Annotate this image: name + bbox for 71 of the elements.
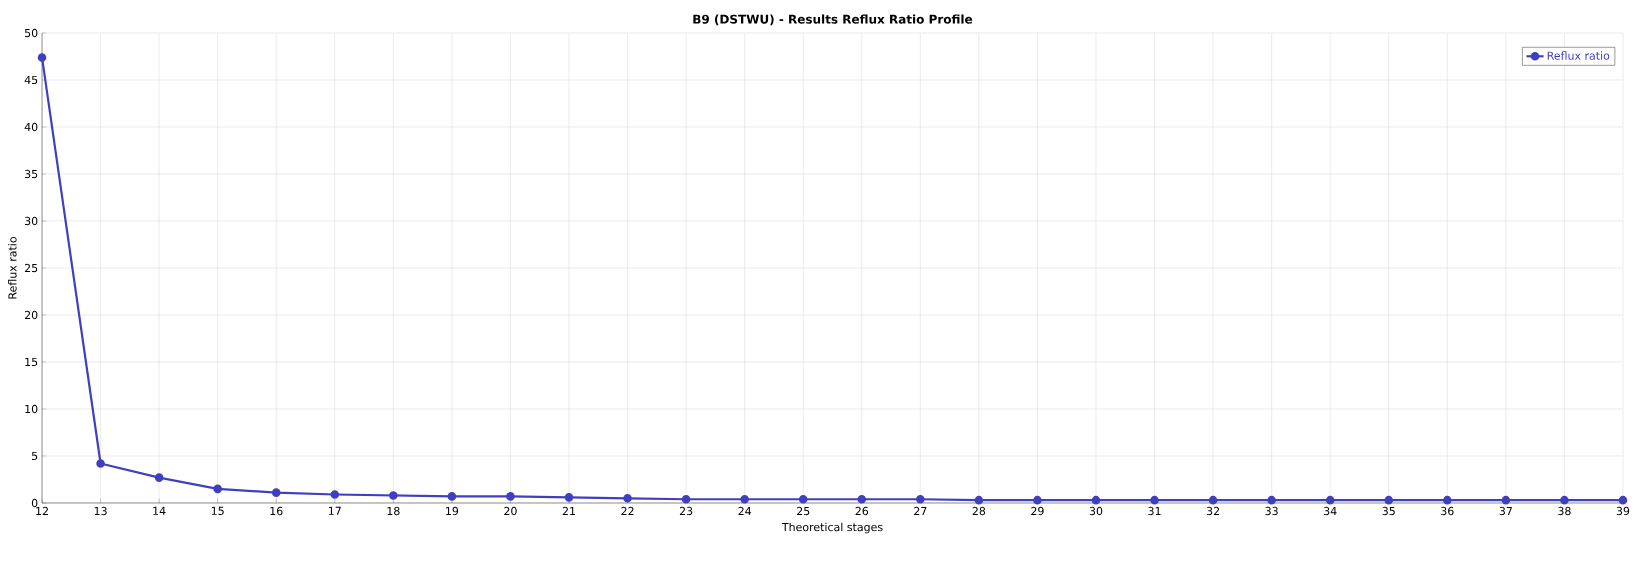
point: [154, 473, 164, 482]
point: [623, 493, 632, 503]
x-tick-label: 18: [387, 506, 400, 516]
x-tick-label: 23: [679, 506, 693, 516]
legend-label: Reflux ratio: [1547, 51, 1610, 60]
point: [1501, 495, 1511, 505]
x-tick-label: 38: [1558, 506, 1571, 516]
point: [1443, 495, 1452, 505]
x-tick-label: 22: [621, 506, 634, 516]
x-tick-label: 21: [562, 506, 575, 516]
y-tick-label: 50: [25, 28, 38, 38]
x-tick-label: 33: [1265, 506, 1278, 516]
y-tick-label: 10: [25, 404, 38, 414]
x-tick-label: 25: [797, 506, 810, 516]
point: [857, 494, 867, 504]
x-tick-label: 19: [446, 506, 459, 516]
y-tick-label: 35: [24, 169, 38, 179]
point: [1560, 495, 1569, 505]
point: [271, 488, 281, 497]
point: [681, 494, 691, 504]
x-tick-label: 20: [504, 506, 517, 516]
point: [1384, 495, 1394, 505]
x-tick-label: 13: [94, 506, 107, 516]
point: [1267, 495, 1276, 505]
point: [330, 490, 340, 499]
y-tick-label: 25: [24, 263, 38, 273]
x-tick-label: 15: [211, 506, 224, 516]
y-tick-label: 30: [24, 216, 38, 226]
point: [447, 492, 457, 501]
point: [974, 495, 984, 505]
x-tick-label: 28: [972, 506, 986, 516]
point: [740, 494, 749, 504]
x-tick-label: 16: [270, 506, 283, 516]
point: [389, 491, 398, 500]
y-tick-label: 5: [32, 451, 38, 461]
point: [1325, 495, 1335, 505]
x-tick-label: 39: [1616, 506, 1630, 516]
x-tick-label: 12: [36, 506, 48, 516]
x-tick-label: 26: [855, 506, 869, 516]
y-axis-title: Reflux ratio: [8, 237, 17, 299]
point: [506, 492, 515, 501]
point: [564, 493, 574, 502]
y-tick-label: 20: [24, 310, 38, 320]
x-tick-label: 30: [1089, 506, 1103, 516]
x-tick-label: 32: [1206, 506, 1219, 516]
y-tick-label: 45: [24, 75, 38, 85]
y-tick-label: 15: [25, 357, 38, 367]
y-tick-label: 0: [31, 498, 38, 508]
x-tick-label: 24: [738, 506, 752, 516]
point: [37, 53, 47, 62]
x-tick-label: 31: [1148, 506, 1161, 516]
point: [798, 494, 808, 504]
point: [96, 459, 105, 468]
x-tick-label: 29: [1031, 506, 1044, 516]
x-tick-label: 34: [1324, 506, 1337, 516]
x-tick-label: 14: [153, 506, 166, 515]
point: [1150, 495, 1159, 505]
x-tick-label: 17: [328, 506, 341, 515]
x-tick-label: 27: [914, 506, 927, 516]
x-tick-label: 37: [1499, 506, 1512, 516]
x-axis-title: Theoretical stages: [781, 522, 883, 534]
y-tick-label: 40: [24, 122, 38, 132]
point: [213, 484, 222, 494]
point: [1618, 495, 1628, 505]
point: [1033, 495, 1042, 505]
point: [1091, 495, 1101, 505]
point: [1208, 495, 1218, 505]
x-tick-label: 36: [1441, 506, 1454, 516]
x-tick-label: 35: [1382, 506, 1395, 516]
chart-title: B9 (DSTWU) - Results Reflux Ratio Profile: [693, 14, 973, 26]
point: [916, 494, 925, 504]
